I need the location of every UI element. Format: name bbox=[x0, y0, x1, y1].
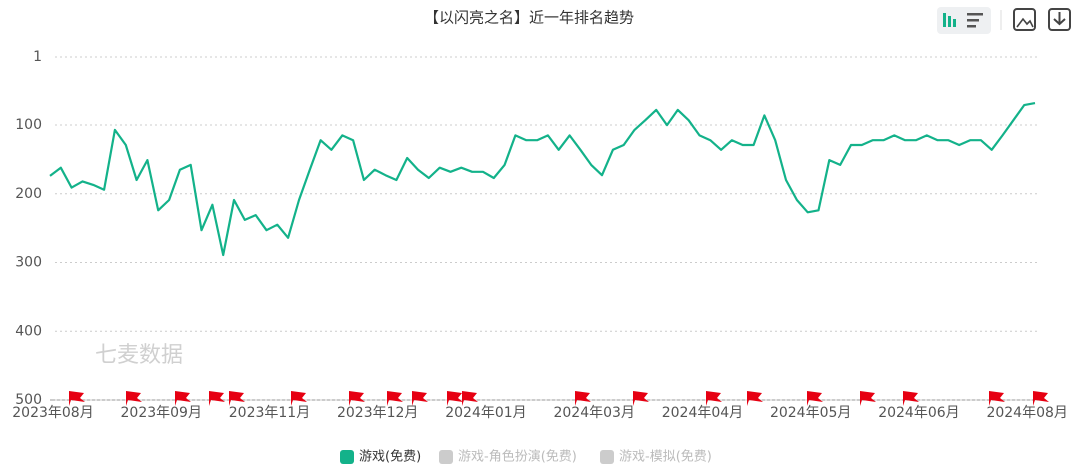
legend-label: 游戏-模拟(免费) bbox=[619, 450, 712, 465]
event-flag bbox=[903, 391, 919, 406]
icon bbox=[1016, 17, 1034, 28]
download-button[interactable] bbox=[1048, 8, 1071, 31]
event-flag bbox=[175, 391, 191, 406]
event-flag bbox=[69, 391, 85, 406]
chart-title: 【以闪亮之名】近一年排名趋势 bbox=[424, 9, 634, 27]
icon bbox=[967, 19, 979, 22]
x-tick-label: 2024年05月 bbox=[770, 405, 851, 421]
y-tick-label: 1 bbox=[33, 49, 42, 65]
event-flag bbox=[291, 391, 307, 406]
legend-swatch bbox=[439, 450, 453, 464]
event-flag bbox=[126, 391, 142, 406]
legend-label: 游戏(免费) bbox=[359, 450, 421, 465]
legend-swatch bbox=[340, 450, 354, 464]
event-flag bbox=[633, 391, 649, 406]
event-flag bbox=[412, 391, 428, 406]
event-flag bbox=[1033, 391, 1049, 406]
x-tick-label: 2024年03月 bbox=[553, 405, 634, 421]
image-button[interactable] bbox=[1013, 8, 1036, 31]
x-tick-label: 2024年01月 bbox=[445, 405, 526, 421]
y-tick-label: 400 bbox=[15, 323, 42, 339]
icon bbox=[943, 13, 946, 27]
event-flag bbox=[462, 391, 478, 406]
series-line bbox=[49, 102, 1036, 257]
event-flag bbox=[447, 391, 463, 406]
y-tick-label: 500 bbox=[15, 392, 42, 408]
icon bbox=[953, 19, 956, 27]
x-tick-label: 2024年06月 bbox=[878, 405, 959, 421]
legend-item[interactable]: 游戏-模拟(免费) bbox=[600, 450, 712, 465]
icon bbox=[1053, 12, 1066, 26]
x-tick-label: 2023年11月 bbox=[229, 405, 310, 421]
y-tick-label: 300 bbox=[15, 255, 42, 271]
legend-item[interactable]: 游戏-角色扮演(免费) bbox=[439, 449, 577, 465]
event-flag bbox=[747, 391, 763, 406]
icon bbox=[967, 13, 983, 16]
y-tick-label: 100 bbox=[15, 117, 42, 133]
toolbar bbox=[937, 7, 1071, 34]
event-flag bbox=[209, 391, 225, 406]
legend-label: 游戏-角色扮演(免费) bbox=[458, 449, 577, 465]
event-flag bbox=[229, 391, 245, 406]
event-flag bbox=[387, 391, 403, 406]
event-flag bbox=[706, 391, 722, 406]
legend-swatch bbox=[600, 450, 614, 464]
x-tick-label: 2023年09月 bbox=[121, 405, 202, 421]
legend-item[interactable]: 游戏(免费) bbox=[340, 450, 421, 465]
event-flag bbox=[860, 391, 876, 406]
icon bbox=[967, 25, 976, 28]
event-flag bbox=[349, 391, 365, 406]
event-flag bbox=[989, 391, 1005, 406]
x-tick-label: 2024年08月 bbox=[986, 405, 1067, 421]
y-tick-label: 200 bbox=[15, 186, 42, 202]
icon bbox=[948, 16, 951, 27]
x-tick-label: 2023年08月 bbox=[12, 405, 93, 421]
event-flag bbox=[575, 391, 591, 406]
x-tick-label: 2023年12月 bbox=[337, 405, 418, 421]
watermark: 七麦数据 bbox=[95, 343, 183, 368]
x-tick-label: 2024年04月 bbox=[662, 405, 743, 421]
event-flag bbox=[807, 391, 823, 406]
